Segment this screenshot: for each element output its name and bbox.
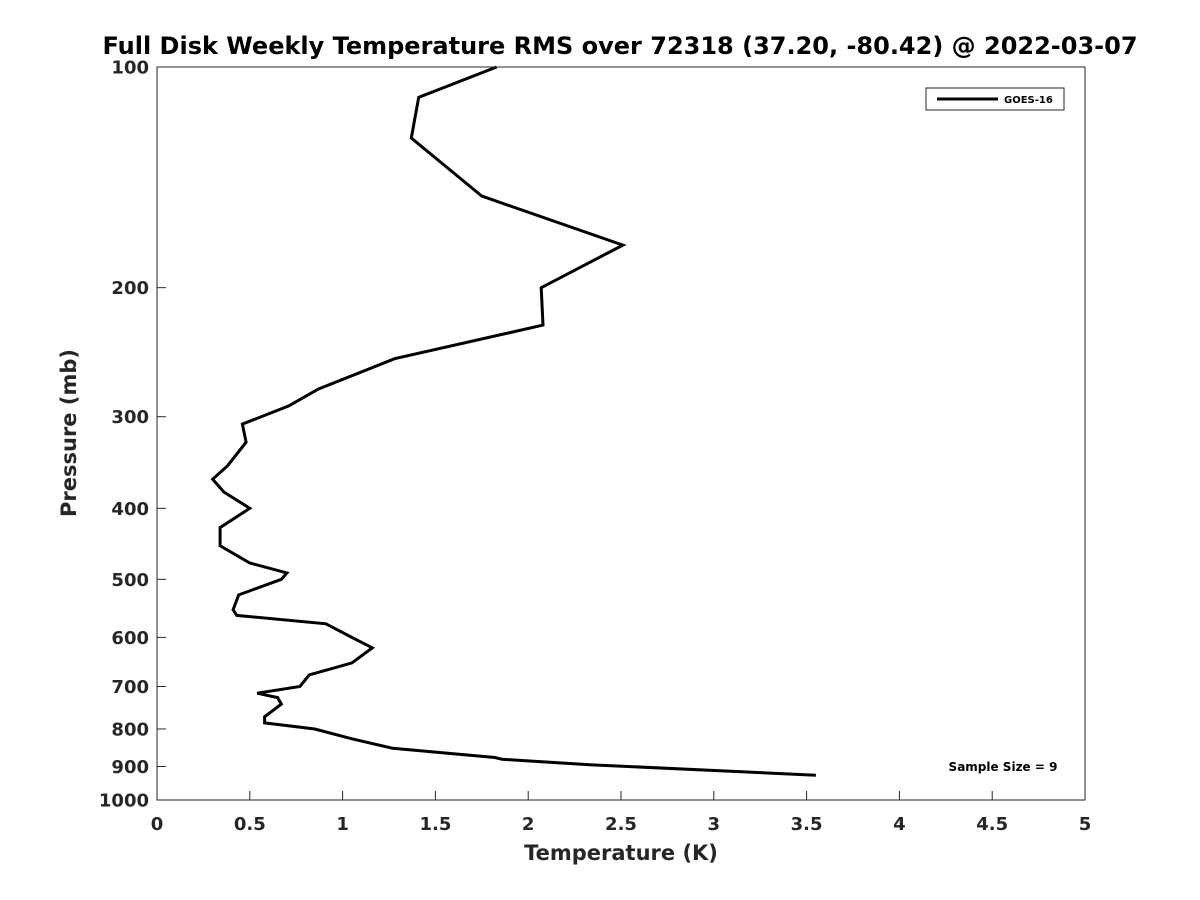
series-line-goes-16 (210, 65, 816, 777)
x-tick-label: 5 (1079, 814, 1092, 835)
x-tick-label: 3.5 (791, 814, 823, 835)
x-tick-label: 2.5 (605, 814, 637, 835)
y-tick-label: 500 (111, 570, 149, 591)
y-tick-label: 100 (111, 58, 149, 79)
y-tick-label: 900 (111, 757, 149, 778)
series-group (210, 65, 816, 777)
x-axis-label: Temperature (K) (524, 841, 718, 865)
y-tick-label: 600 (111, 628, 149, 649)
x-tick-label: 3 (708, 814, 721, 835)
axes-frame (156, 66, 1086, 801)
sample-size-annotation: Sample Size = 9 (949, 760, 1058, 774)
legend: GOES-16 (925, 87, 1065, 111)
y-tick-label: 800 (111, 719, 149, 740)
y-tick-label: 700 (111, 677, 149, 698)
x-tick-label: 1 (336, 814, 349, 835)
x-tick-label: 1.5 (419, 814, 451, 835)
x-tick-label: 4 (893, 814, 906, 835)
x-tick-label: 0 (151, 814, 164, 835)
y-tick-label: 1000 (99, 791, 149, 812)
chart-title: Full Disk Weekly Temperature RMS over 72… (102, 32, 1137, 60)
x-tick-label: 2 (522, 814, 535, 835)
y-tick-label: 400 (111, 499, 149, 520)
x-tick-label: 4.5 (976, 814, 1008, 835)
tick-group: 0 0.5 1 1.5 2 2.5 3 3.5 4 4.5 5 100 200 300 400 500 600 7… (99, 58, 1091, 836)
x-tick-label: 0.5 (234, 814, 266, 835)
y-tick-label: 300 (111, 407, 149, 428)
y-tick-label: 200 (111, 278, 149, 299)
y-axis-label: Pressure (mb) (57, 349, 81, 517)
legend-label-goes-16: GOES-16 (1004, 95, 1053, 106)
